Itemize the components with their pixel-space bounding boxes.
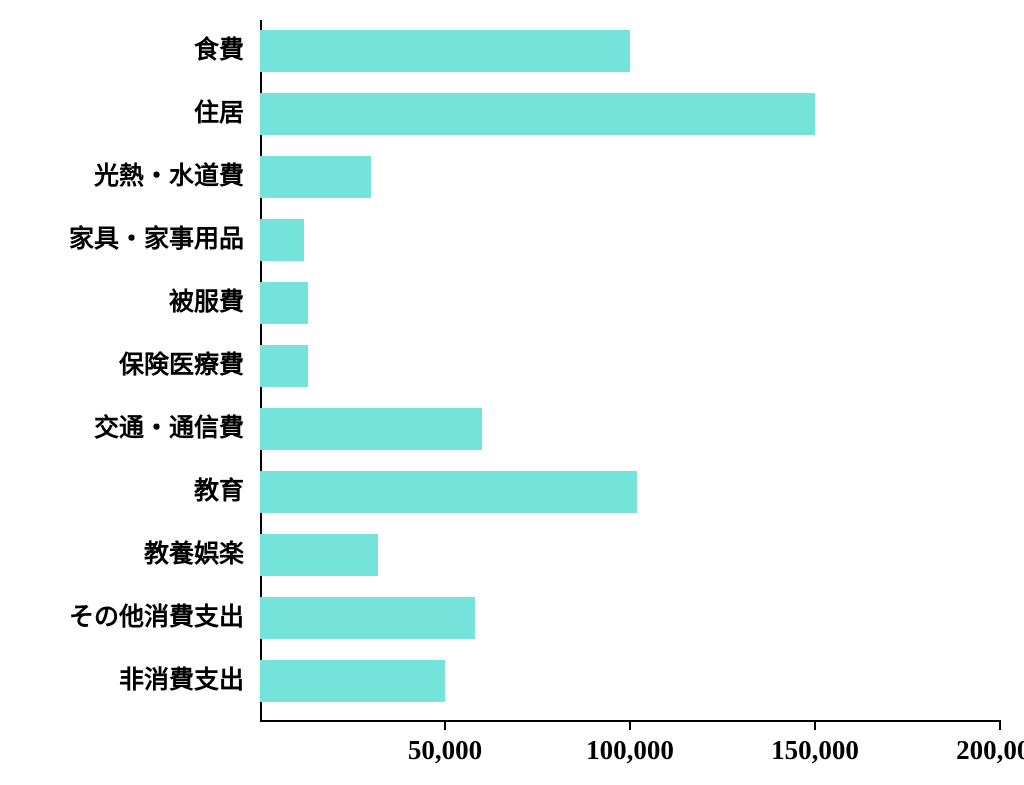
category-label: 交通・通信費 — [4, 408, 244, 450]
bar — [260, 597, 475, 639]
category-label: 住居 — [4, 93, 244, 135]
category-label: 教育 — [4, 471, 244, 513]
x-tick-label: 200,000 — [956, 735, 1024, 766]
category-label: 保険医療費 — [4, 345, 244, 387]
category-label: 被服費 — [4, 282, 244, 324]
bar — [260, 345, 308, 387]
bar — [260, 534, 378, 576]
x-tick-label: 150,000 — [771, 735, 859, 766]
x-tick-label: 50,000 — [408, 735, 482, 766]
category-label: 家具・家事用品 — [4, 219, 244, 261]
expense-bar-chart: 食費住居光熱・水道費家具・家事用品被服費保険医療費交通・通信費教育教養娯楽その他… — [0, 0, 1024, 785]
x-tick — [444, 720, 446, 730]
category-label: 食費 — [4, 30, 244, 72]
bar — [260, 471, 637, 513]
bar — [260, 408, 482, 450]
category-label: 教養娯楽 — [4, 534, 244, 576]
category-label: 光熱・水道費 — [4, 156, 244, 198]
plot-area — [260, 20, 1000, 720]
bar — [260, 219, 304, 261]
bar — [260, 660, 445, 702]
category-label: 非消費支出 — [4, 660, 244, 702]
bar — [260, 156, 371, 198]
x-tick — [814, 720, 816, 730]
bar — [260, 30, 630, 72]
x-tick-label: 100,000 — [586, 735, 674, 766]
bar — [260, 282, 308, 324]
category-label: その他消費支出 — [4, 597, 244, 639]
bar — [260, 93, 815, 135]
x-tick — [999, 720, 1001, 730]
x-tick — [629, 720, 631, 730]
